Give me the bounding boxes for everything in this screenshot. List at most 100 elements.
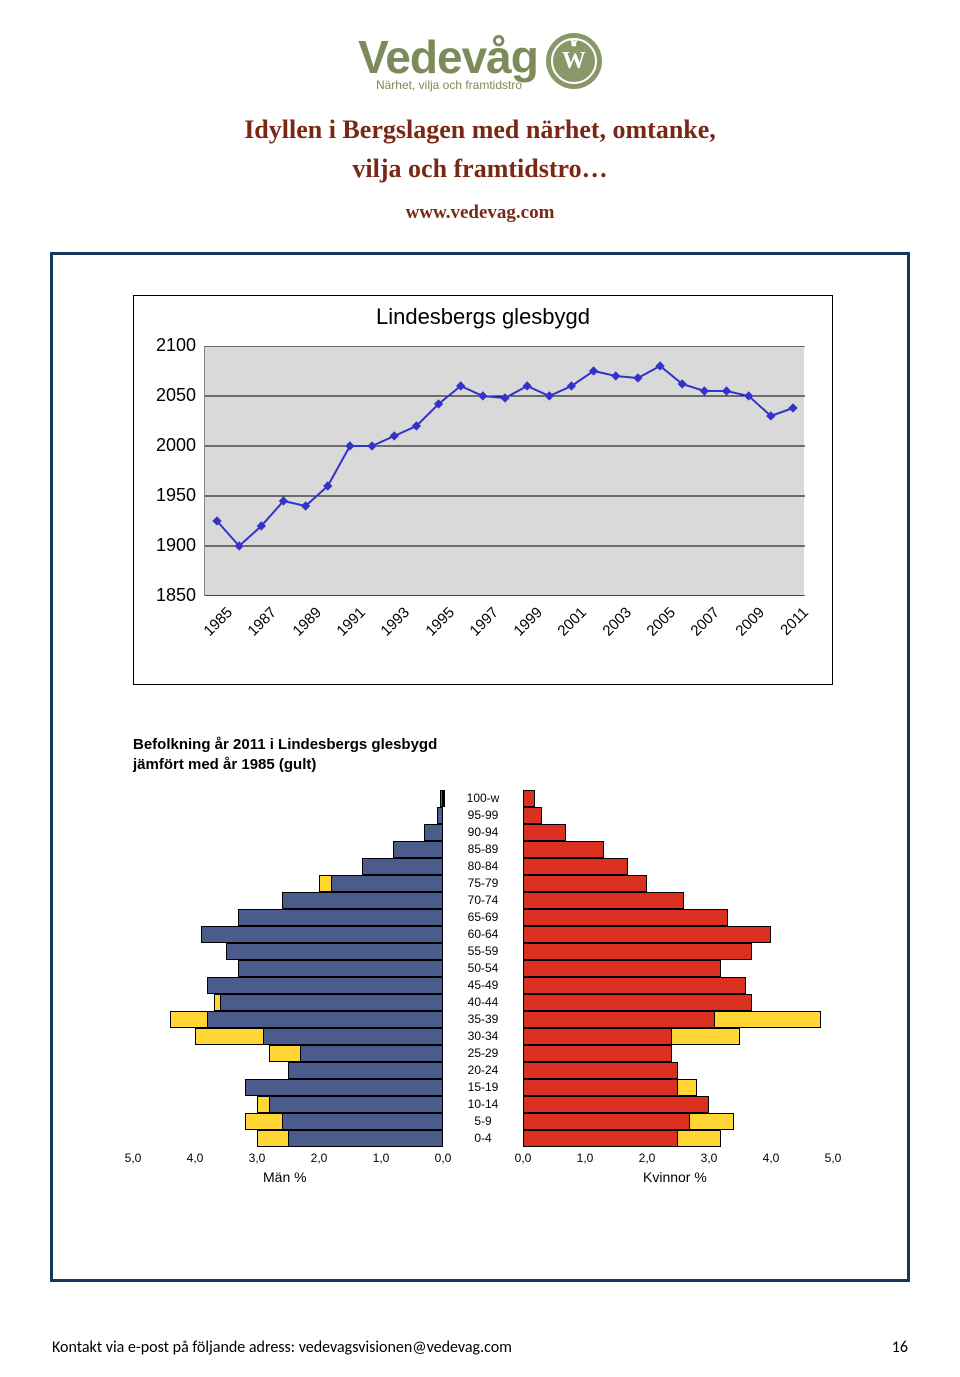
pyramid-bar-women-2011 bbox=[523, 1062, 678, 1079]
pyramid-bar-women-2011 bbox=[523, 824, 566, 841]
logo: Vedevåg Närhet, vilja och framtidstro ♛ … bbox=[358, 30, 602, 92]
line-chart-xtick: 2009 bbox=[720, 604, 767, 651]
pyramid-bar-women-2011 bbox=[523, 926, 771, 943]
pyramid-bar-men-2011 bbox=[300, 1045, 443, 1062]
pyramid-xtick-left: 2,0 bbox=[304, 1151, 334, 1165]
pyramid-title-line1: Befolkning år 2011 i Lindesbergs glesbyg… bbox=[133, 736, 437, 753]
pyramid-age-label: 80-84 bbox=[443, 858, 523, 875]
pyramid-xtick-right: 3,0 bbox=[694, 1151, 724, 1165]
line-chart-xtick: 1985 bbox=[189, 604, 236, 651]
pyramid-bar-women-2011 bbox=[523, 875, 647, 892]
pyramid-bar-women-2011 bbox=[523, 960, 721, 977]
pyramid-age-label: 70-74 bbox=[443, 892, 523, 909]
pyramid-age-label: 40-44 bbox=[443, 994, 523, 1011]
pyramid-bar-men-2011 bbox=[288, 1130, 443, 1147]
pyramid-bar-men-2011 bbox=[226, 943, 443, 960]
pyramid-bar-women-2011 bbox=[523, 790, 535, 807]
pyramid-age-label: 10-14 bbox=[443, 1096, 523, 1113]
pyramid-xlabel-left: Män % bbox=[263, 1169, 307, 1185]
line-chart-xtick: 1989 bbox=[277, 604, 324, 651]
footer: Kontakt via e-post på följande adress: v… bbox=[52, 1338, 908, 1357]
pyramid-age-label: 45-49 bbox=[443, 977, 523, 994]
pyramid-xtick-right: 0,0 bbox=[508, 1151, 538, 1165]
line-chart-xtick: 2011 bbox=[765, 604, 812, 651]
line-chart-ytick: 1850 bbox=[136, 585, 196, 606]
headline-line1: Idyllen i Bergslagen med närhet, omtanke… bbox=[0, 110, 960, 149]
pyramid-age-label: 85-89 bbox=[443, 841, 523, 858]
line-chart-ytick: 2100 bbox=[136, 335, 196, 356]
pyramid-age-label: 15-19 bbox=[443, 1079, 523, 1096]
pyramid-age-label: 75-79 bbox=[443, 875, 523, 892]
footer-contact: Kontakt via e-post på följande adress: v… bbox=[52, 1338, 512, 1357]
line-chart-ytick: 1900 bbox=[136, 535, 196, 556]
logo-text-block: Vedevåg Närhet, vilja och framtidstro bbox=[358, 30, 538, 92]
line-chart-svg bbox=[205, 346, 805, 596]
pyramid-xtick-right: 2,0 bbox=[632, 1151, 662, 1165]
pyramid-plot: 100-w95-9990-9485-8980-8475-7970-7465-69… bbox=[133, 790, 833, 1200]
pyramid-bar-men-2011 bbox=[245, 1079, 443, 1096]
logo-badge-inner: ♛ W bbox=[551, 38, 597, 84]
headline-line2: vilja och framtidstro… bbox=[0, 149, 960, 188]
pyramid-age-label: 0-4 bbox=[443, 1130, 523, 1147]
pyramid-age-label: 50-54 bbox=[443, 960, 523, 977]
line-chart-ytick: 2050 bbox=[136, 385, 196, 406]
pyramid-bar-women-2011 bbox=[523, 977, 746, 994]
pyramid-bar-women-2011 bbox=[523, 909, 728, 926]
line-chart-xtick: 1987 bbox=[233, 604, 280, 651]
pyramid-bar-men-2011 bbox=[263, 1028, 443, 1045]
line-chart: Lindesbergs glesbygd 1850 1900 1950 2000 205… bbox=[133, 295, 833, 685]
pyramid-age-label: 55-59 bbox=[443, 943, 523, 960]
line-chart-xtick: 1993 bbox=[366, 604, 413, 651]
pyramid-xtick-right: 5,0 bbox=[818, 1151, 848, 1165]
pyramid-bar-men-2011 bbox=[282, 892, 443, 909]
pyramid-age-label: 25-29 bbox=[443, 1045, 523, 1062]
content-frame: Lindesbergs glesbygd 1850 1900 1950 2000 205… bbox=[50, 252, 910, 1282]
pyramid-bar-women-2011 bbox=[523, 858, 628, 875]
pyramid-bar-women-2011 bbox=[523, 994, 752, 1011]
pyramid-age-label: 5-9 bbox=[443, 1113, 523, 1130]
line-chart-title: Lindesbergs glesbygd bbox=[134, 304, 832, 330]
pyramid-xtick-left: 1,0 bbox=[366, 1151, 396, 1165]
pyramid-xtick-right: 4,0 bbox=[756, 1151, 786, 1165]
pyramid-bar-men-2011 bbox=[362, 858, 443, 875]
pyramid-bar-women-2011 bbox=[523, 841, 604, 858]
population-pyramid: Befolkning år 2011 i Lindesbergs glesbyg… bbox=[133, 735, 833, 1235]
pyramid-bar-men-2011 bbox=[288, 1062, 443, 1079]
logo-badge-letter: W bbox=[562, 48, 586, 75]
pyramid-title-line2: jämfört med år 1985 (gult) bbox=[133, 756, 316, 773]
pyramid-bar-men-2011 bbox=[269, 1096, 443, 1113]
line-chart-xtick: 2005 bbox=[632, 604, 679, 651]
headline-url: www.vedevag.com bbox=[0, 202, 960, 224]
line-chart-xtick: 1997 bbox=[454, 604, 501, 651]
pyramid-bar-men-2011 bbox=[201, 926, 443, 943]
pyramid-age-label: 65-69 bbox=[443, 909, 523, 926]
pyramid-bar-men-2011 bbox=[424, 824, 443, 841]
pyramid-bar-women-2011 bbox=[523, 1045, 672, 1062]
pyramid-age-label: 100-w bbox=[443, 790, 523, 807]
logo-name: Vedevåg bbox=[358, 31, 538, 83]
line-chart-xtick: 2001 bbox=[543, 604, 590, 651]
pyramid-xtick-left: 4,0 bbox=[180, 1151, 210, 1165]
pyramid-bar-women-2011 bbox=[523, 1079, 678, 1096]
pyramid-bar-women-2011 bbox=[523, 807, 542, 824]
pyramid-bar-men-2011 bbox=[238, 960, 443, 977]
logo-tagline: Närhet, vilja och framtidstro bbox=[360, 78, 538, 92]
pyramid-xlabel-right: Kvinnor % bbox=[643, 1169, 707, 1185]
pyramid-bar-women-2011 bbox=[523, 1130, 678, 1147]
pyramid-bar-women-2011 bbox=[523, 1113, 690, 1130]
pyramid-bar-men-2011 bbox=[393, 841, 443, 858]
line-chart-xtick: 2007 bbox=[676, 604, 723, 651]
line-chart-xtick: 1991 bbox=[322, 604, 369, 651]
pyramid-age-label: 60-64 bbox=[443, 926, 523, 943]
line-chart-ytick: 2000 bbox=[136, 435, 196, 456]
pyramid-bar-men-2011 bbox=[282, 1113, 443, 1130]
pyramid-xtick-left: 3,0 bbox=[242, 1151, 272, 1165]
line-chart-ytick: 1950 bbox=[136, 485, 196, 506]
pyramid-age-label: 90-94 bbox=[443, 824, 523, 841]
pyramid-bar-women-2011 bbox=[523, 1028, 672, 1045]
pyramid-age-label: 35-39 bbox=[443, 1011, 523, 1028]
line-chart-xtick: 2003 bbox=[587, 604, 634, 651]
pyramid-xtick-left: 5,0 bbox=[118, 1151, 148, 1165]
pyramid-bar-men-2011 bbox=[220, 994, 443, 1011]
line-chart-xtick: 1995 bbox=[410, 604, 457, 651]
